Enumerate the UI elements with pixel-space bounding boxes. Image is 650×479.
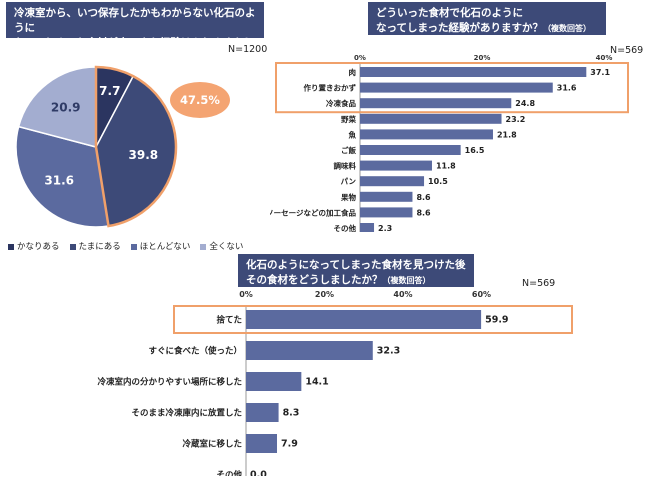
legend-label: たまにある [78, 242, 121, 252]
pie-chart-title: 冷凍室から、いつ保存したかもわからない化石のように なってしまった食材が出てきた… [6, 2, 264, 63]
bar-value-label: 10.5 [428, 177, 448, 186]
highlight-box [173, 305, 573, 334]
bar2-title-line2: その食材をどうしましたか？ [246, 274, 383, 286]
bar1-title-line2: なってしまった経験がありますか？ [376, 22, 544, 34]
category-label: ご飯 [341, 145, 356, 155]
category-label: 魚 [349, 129, 357, 139]
pie-highlight-outline [94, 65, 178, 228]
bar-value-label: 37.1 [590, 68, 610, 77]
bar-value-label: 8.6 [416, 193, 431, 202]
category-label: その他 [216, 470, 242, 477]
pie-slice [17, 66, 97, 148]
legend-swatch [8, 243, 14, 250]
category-label: すぐに食べた（使った） [148, 346, 242, 357]
bar-value-label: 31.6 [557, 84, 577, 93]
pie-slice-label: 31.6 [44, 173, 74, 187]
pie-chart: 7.7 39.8 31.6 20.9 47.5% [15, 65, 230, 228]
bar-value-label: 32.3 [377, 346, 400, 357]
category-label: 野菜 [341, 114, 356, 124]
bar [360, 67, 587, 77]
category-label: 作り置きおかず [304, 83, 357, 93]
bar-value-label: 14.1 [305, 377, 328, 388]
legend-item: 全くない [200, 240, 243, 252]
axis-tick-label: 0% [354, 54, 366, 62]
axis-tick-label: 60% [472, 290, 491, 299]
bar [246, 434, 278, 453]
legend-label: かなりある [17, 242, 60, 252]
bar [360, 98, 512, 109]
bar-value-label: 8.6 [416, 208, 431, 217]
legend-item: ほとんどない [130, 240, 191, 252]
pie-slice [15, 125, 110, 228]
bar-value-label: 16.5 [465, 146, 485, 155]
bar [360, 176, 425, 187]
bar [360, 82, 553, 93]
category-label: そのまま冷凍庫内に放置した [131, 408, 242, 419]
bar1-title: どういった食材で化石のように なってしまった経験がありますか？（複数回答） [368, 2, 606, 35]
category-label: 肉 [349, 67, 357, 77]
category-label: 捨てた [216, 315, 242, 326]
bar [360, 191, 413, 202]
category-label: その他 [334, 223, 357, 232]
category-label: ハムやソーセージなどの加工食品 [270, 207, 356, 217]
legend-swatch [69, 243, 76, 250]
legend-item: たまにある [69, 240, 121, 252]
bar1-title-note: （複数回答） [543, 24, 592, 33]
bar-value-label: 2.3 [378, 224, 392, 232]
highlight-box [275, 62, 629, 114]
category-label: 果物 [341, 192, 356, 202]
bar [360, 160, 432, 171]
legend-swatch [200, 243, 207, 250]
pie-title-line2: なってしまった食材が出てきた経験はありますか？ [14, 37, 255, 49]
n-label: N=569 [610, 45, 643, 56]
pie-slice-label: 7.7 [99, 84, 120, 98]
bar2-title-line1: 化石のようになってしまった食材を見つけた後 [246, 259, 466, 271]
category-label: 冷凍食品 [326, 98, 356, 108]
bar-value-label: 23.2 [506, 115, 526, 124]
axis-tick-label: 40% [393, 290, 412, 299]
category-label: 冷凍室内の分かりやすい場所に移した [97, 377, 242, 388]
n-label: N=569 [522, 278, 555, 289]
bar [246, 310, 482, 329]
bar [360, 113, 502, 124]
bar2-title: 化石のようになってしまった食材を見つけた後 その食材をどうしましたか？（複数回答… [238, 254, 474, 287]
legend-swatch [130, 243, 137, 250]
bar2-title-note: （複数回答） [382, 276, 431, 285]
bar-value-label: 24.8 [515, 99, 535, 108]
bar [360, 129, 493, 140]
bar [360, 145, 461, 155]
bar-value-label: 21.8 [497, 130, 517, 139]
bar-value-label: 0.0 [250, 470, 267, 477]
bar [246, 341, 373, 360]
axis-tick-label: 0% [239, 290, 253, 299]
bar-value-label: 8.3 [283, 408, 300, 419]
bar [360, 223, 375, 232]
pie-title-line1: 冷凍室から、いつ保存したかもわからない化石のように [14, 7, 256, 34]
bar-value-label: 7.9 [281, 439, 298, 450]
bar-value-label: 11.8 [436, 162, 456, 171]
legend-label: 全くない [209, 242, 244, 252]
bar [246, 372, 302, 391]
category-label: 冷蔵室に移した [182, 439, 242, 450]
pie-n-label: N=1200 [228, 44, 268, 55]
pie-title-note: （単一回答） [14, 54, 62, 63]
bar-value-label: 59.9 [485, 315, 508, 326]
axis-tick-label: 40% [596, 54, 613, 62]
category-label: 調味料 [334, 161, 357, 171]
bar [246, 403, 279, 422]
axis-tick-label: 20% [315, 290, 334, 299]
pie-slice-label: 20.9 [51, 101, 81, 115]
pie-legend: かなりある たまにある ほとんどない 全くない [8, 240, 243, 252]
legend-label: ほとんどない [139, 242, 191, 252]
bar-chart-actions: 0% 20% 40% 60% N=569 捨てた 59.9 すぐに食べた（使った） 32.3 冷凍… [97, 278, 573, 477]
category-label: パン [341, 176, 357, 186]
bar1-title-line1: どういった食材で化石のように [376, 7, 523, 19]
bar-chart-food-types: 0% 20% 40%N=569 肉 37.1 作り置きおかず 31.6 冷凍食品 24.8 野菜 2… [270, 45, 643, 232]
pie-slice-label: 39.8 [129, 148, 159, 162]
axis-tick-label: 20% [474, 54, 491, 62]
legend-item: かなりある [8, 240, 60, 252]
callout-bubble [170, 82, 230, 118]
bar [360, 207, 413, 218]
callout-label: 47.5% [180, 93, 220, 107]
